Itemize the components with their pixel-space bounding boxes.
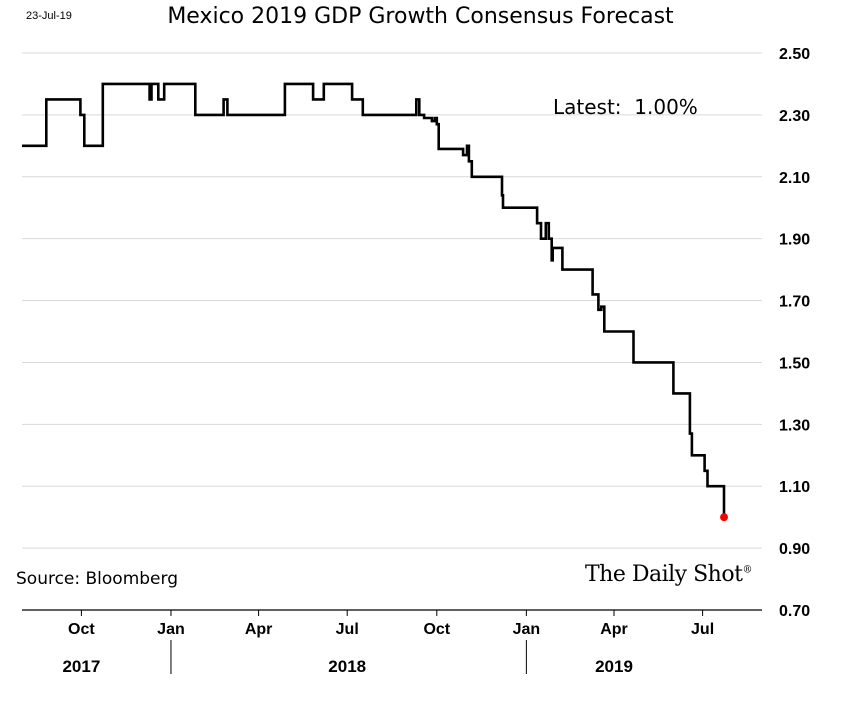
y-tick-label: 0.70 — [779, 603, 810, 620]
y-tick-label: 1.90 — [779, 232, 810, 249]
source-note: Source: Bloomberg — [16, 569, 178, 589]
x-tick-label: Jul — [336, 621, 359, 638]
x-tick-label: Oct — [68, 621, 95, 638]
x-tick-label: Jul — [691, 621, 714, 638]
y-tick-label: 2.30 — [779, 108, 810, 125]
y-tick-label: 2.50 — [779, 46, 810, 63]
y-tick-label: 1.70 — [779, 294, 810, 311]
x-tick-label: Oct — [423, 621, 450, 638]
latest-annotation: Latest: 1.00% — [553, 95, 698, 119]
x-tick-label: Apr — [245, 621, 273, 638]
forecast-line — [22, 82, 726, 518]
year-label: 2017 — [62, 657, 100, 676]
x-tick-label: Apr — [600, 621, 628, 638]
y-tick-label: 0.90 — [779, 541, 810, 558]
y-tick-label: 1.10 — [779, 479, 810, 496]
x-tick-label: Jan — [513, 621, 541, 638]
y-tick-label: 1.30 — [779, 417, 810, 434]
series-layer — [22, 82, 729, 522]
chart-title: Mexico 2019 GDP Growth Consensus Forecas… — [167, 4, 674, 29]
gridlines — [22, 52, 762, 549]
year-label: 2018 — [328, 657, 366, 676]
registered-mark: ® — [742, 564, 752, 576]
logo-text: The Daily Shot — [585, 562, 743, 587]
date-stamp: 23-Jul-19 — [26, 10, 72, 22]
year-label: 2019 — [595, 657, 633, 676]
x-axis-ticks: Oct Jan Apr Jul Oct Jan Apr Jul 2017 2018 2019 — [62, 610, 714, 676]
y-tick-label: 2.10 — [779, 170, 810, 187]
y-axis-ticks: 0.70 0.90 1.10 1.30 1.50 1.70 1.90 2.10 2.30 2.50 — [779, 46, 810, 620]
latest-point-marker — [720, 513, 729, 522]
y-tick-label: 1.50 — [779, 355, 810, 372]
x-tick-label: Jan — [157, 621, 185, 638]
publisher-logo: The Daily Shot® — [585, 562, 752, 587]
